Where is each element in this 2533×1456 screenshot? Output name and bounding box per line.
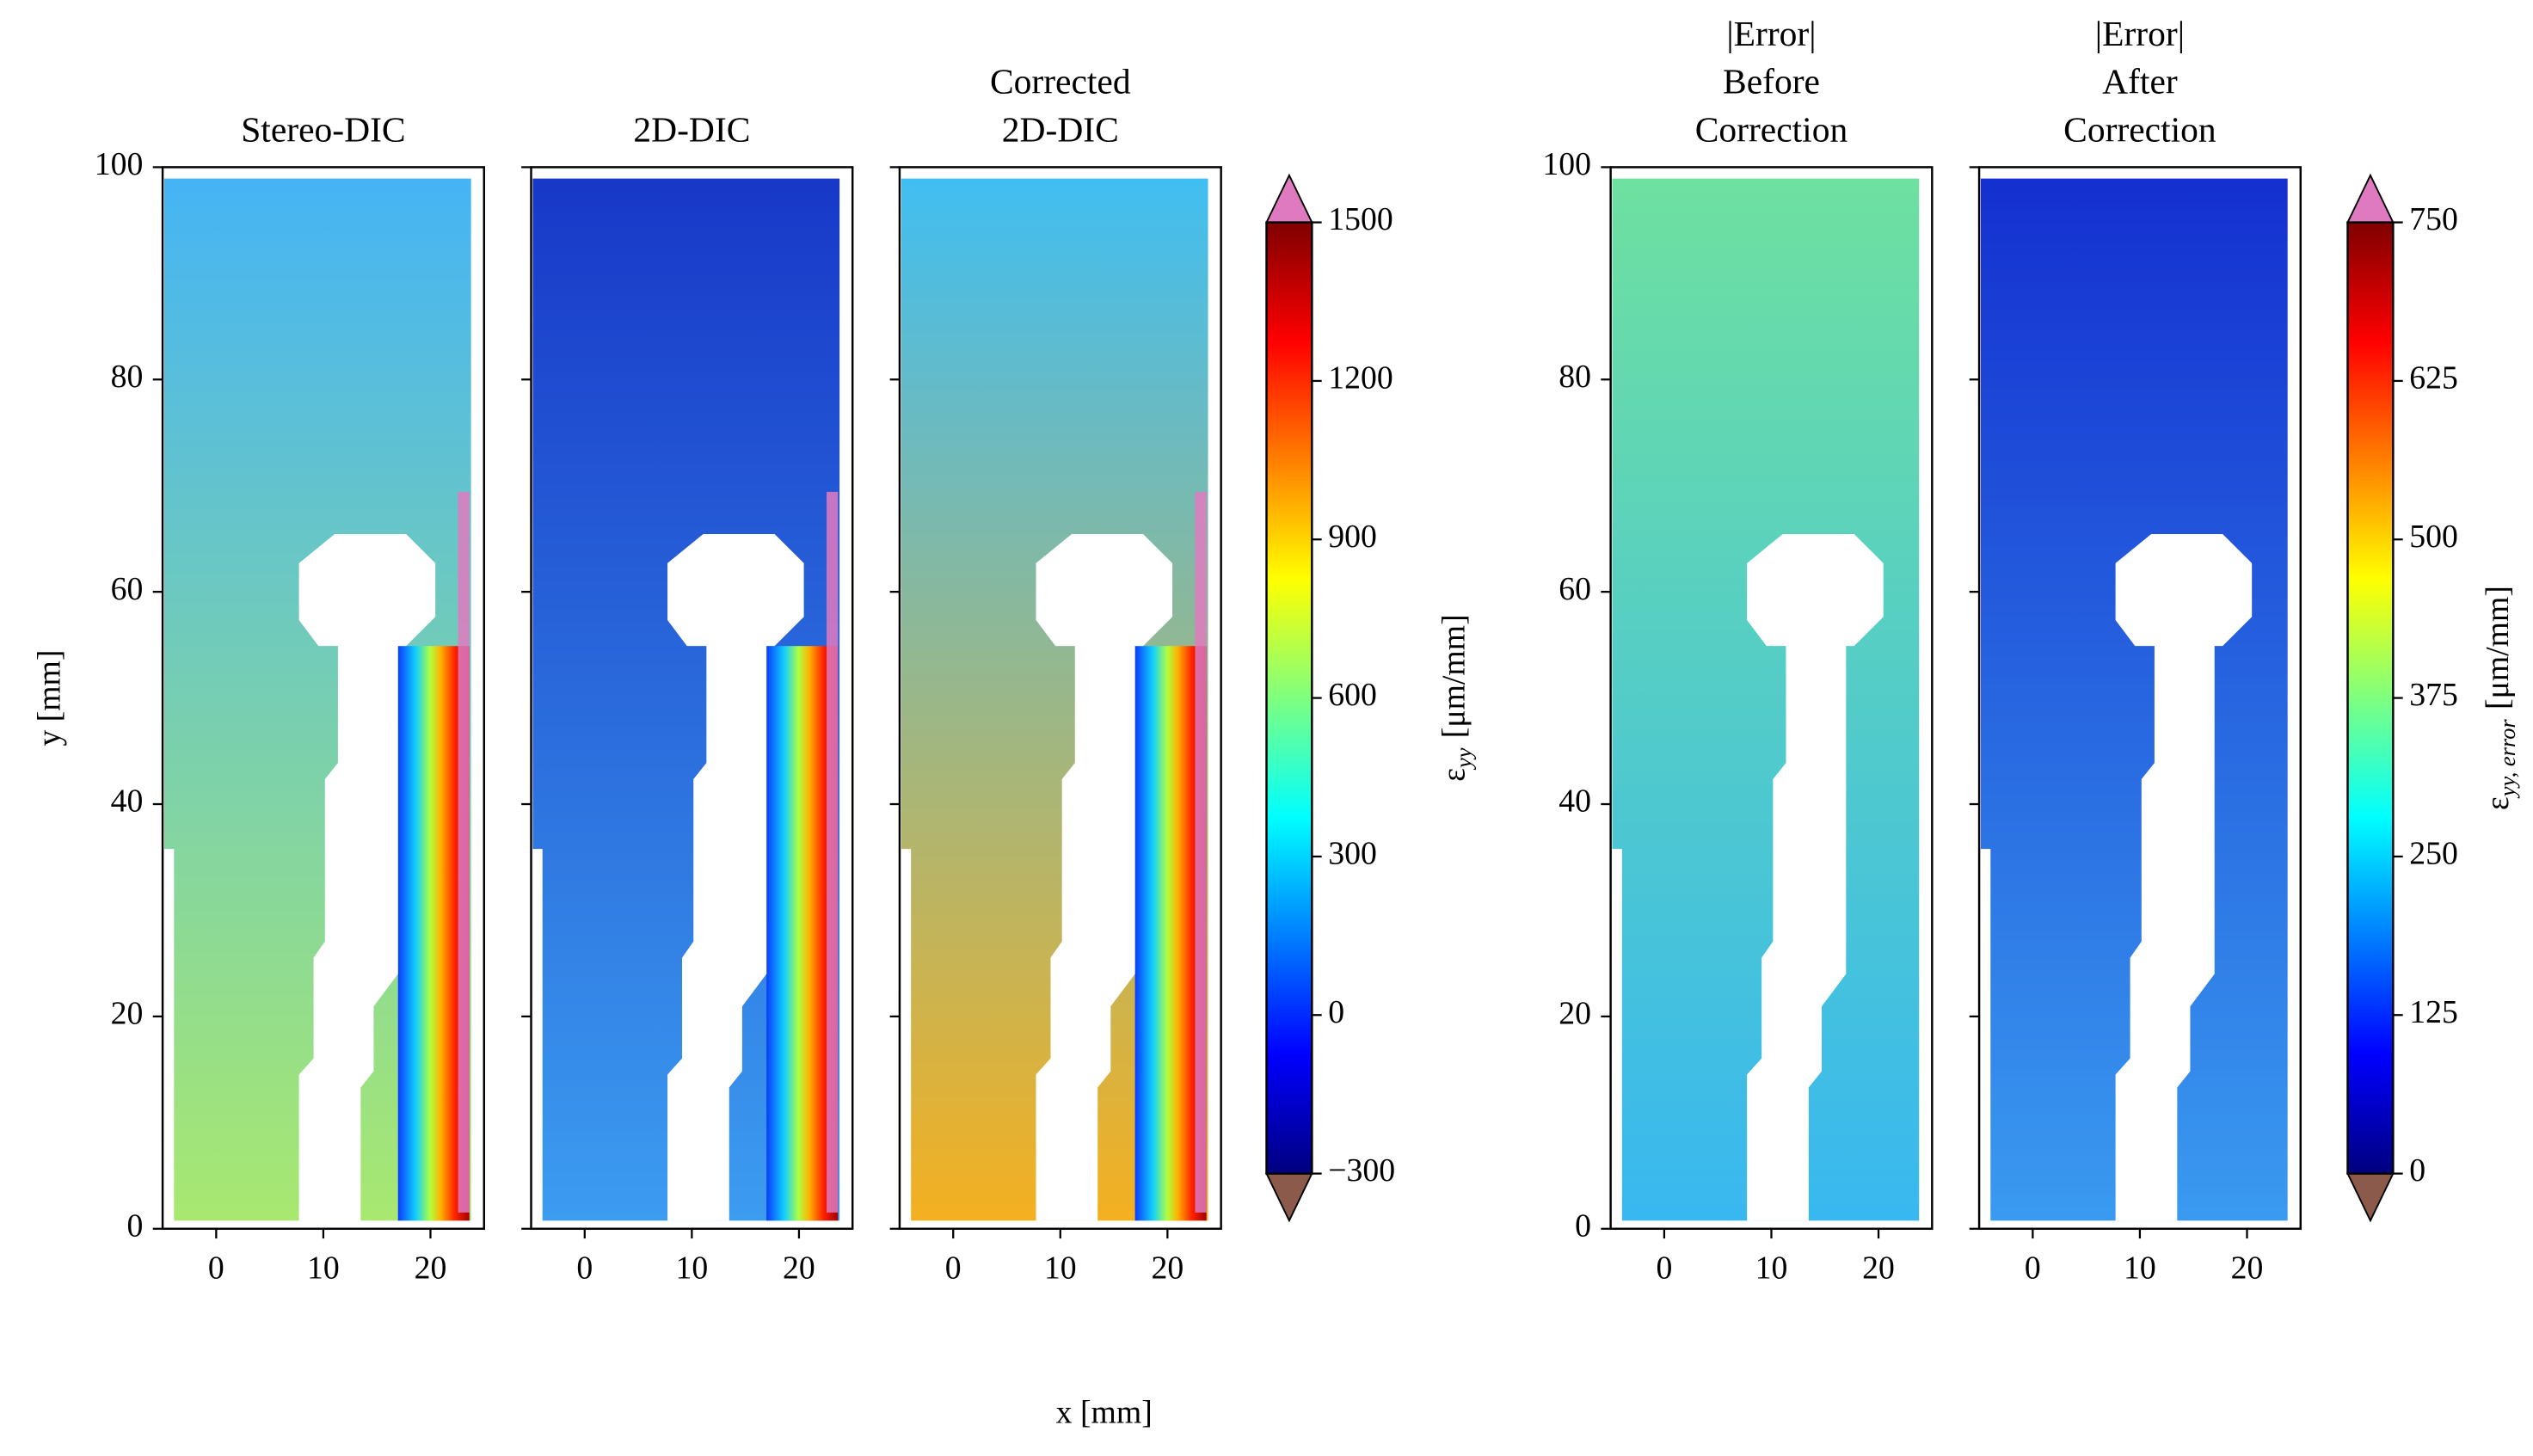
y-tick-label: 0: [127, 1207, 144, 1244]
x-tick-label: 10: [307, 1250, 340, 1286]
heatmap-band: [766, 646, 839, 1221]
colorbar-tick-label: 600: [1328, 677, 1377, 713]
specimen-edge: [163, 849, 175, 1229]
panel-title: 2D-DIC: [1002, 109, 1119, 149]
panel-title: Stereo-DIC: [241, 109, 405, 149]
y-tick-label: 80: [111, 359, 144, 395]
x-axis-label: x [mm]: [1056, 1394, 1153, 1430]
specimen-edge: [901, 849, 912, 1229]
colorbar-tick-label: 500: [2409, 519, 2458, 555]
colorbar-tick-label: 250: [2409, 836, 2458, 872]
colorbar-tick-label: 750: [2409, 201, 2458, 237]
x-tick-label: 0: [576, 1250, 593, 1286]
colorbar-tick-label: 125: [2409, 994, 2458, 1030]
y-tick-label: 0: [1575, 1207, 1591, 1244]
x-tick-label: 0: [2025, 1250, 2041, 1286]
panel-title: Before: [1723, 62, 1820, 101]
colorbar-label-unit: [μm/mm]: [1436, 614, 1472, 738]
specimen-edge: [1980, 849, 1991, 1229]
y-tick-label: 60: [1559, 571, 1591, 607]
panel-title: |Error|: [2095, 14, 2185, 53]
x-tick-label: 20: [415, 1250, 447, 1286]
specimen-edge: [532, 849, 543, 1229]
y-tick-label: 100: [1542, 146, 1591, 182]
colorbar: [1266, 222, 1313, 1174]
heatmap-saturated: [1195, 491, 1207, 1213]
specimen-edge: [1612, 849, 1622, 1229]
x-tick-label: 10: [2124, 1250, 2156, 1286]
heatmap-saturated: [458, 491, 470, 1213]
heatmap-band: [397, 646, 470, 1221]
colorbar-tick-label: 1200: [1328, 360, 1393, 396]
x-tick-label: 0: [945, 1250, 962, 1286]
colorbar-tick-label: 1500: [1328, 201, 1393, 237]
x-tick-label: 10: [1044, 1250, 1077, 1286]
panel-title: 2D-DIC: [633, 109, 750, 149]
colorbar-tick-label: 900: [1328, 519, 1377, 555]
colorbar-label: εyy, error [μm/mm]: [2480, 586, 2521, 810]
colorbar-tick-label: 0: [1328, 994, 1344, 1030]
colorbar-tick-label: 0: [2409, 1152, 2425, 1189]
heatmap-saturated: [827, 491, 839, 1213]
colorbar-label-symbol: ε: [2480, 796, 2516, 810]
y-tick-label: 20: [1559, 996, 1591, 1032]
x-tick-label: 20: [2231, 1250, 2264, 1286]
x-tick-label: 0: [208, 1250, 224, 1286]
y-tick-label: 40: [111, 783, 144, 820]
x-tick-label: 0: [1656, 1250, 1672, 1286]
colorbar-tick-label: 625: [2409, 360, 2458, 396]
x-tick-label: 10: [675, 1250, 708, 1286]
y-axis-label: y [mm]: [31, 650, 67, 746]
y-tick-label: 40: [1559, 783, 1591, 820]
panel-title: After: [2102, 62, 2178, 101]
panel-title: Correction: [1695, 109, 1848, 149]
colorbar-extend-min: [2346, 1172, 2395, 1223]
x-tick-label: 20: [1862, 1250, 1895, 1286]
panel-title: Corrected: [990, 62, 1131, 101]
x-tick-label: 10: [1755, 1250, 1788, 1286]
colorbar-tick-label: 375: [2409, 677, 2458, 713]
colorbar-label-subscript: yy: [1451, 747, 1477, 771]
y-tick-label: 60: [111, 571, 144, 607]
heatmap-band: [1134, 646, 1207, 1221]
colorbar: [2347, 222, 2394, 1174]
colorbar-label-subscript: yy, error: [2494, 719, 2520, 800]
colorbar-label-unit: [μm/mm]: [2480, 586, 2516, 710]
colorbar-extend-max: [2346, 173, 2395, 224]
colorbar-extend-min: [1264, 1172, 1313, 1223]
y-tick-label: 20: [111, 996, 144, 1032]
x-tick-label: 20: [1152, 1250, 1184, 1286]
panel-title: Correction: [2063, 109, 2216, 149]
colorbar-tick-label: 300: [1328, 836, 1377, 872]
panel-title: |Error|: [1726, 14, 1816, 53]
y-tick-label: 100: [95, 146, 144, 182]
y-tick-label: 80: [1559, 359, 1591, 395]
colorbar-extend-max: [1264, 173, 1313, 224]
x-tick-label: 20: [783, 1250, 815, 1286]
colorbar-label: εyy [μm/mm]: [1436, 614, 1477, 782]
colorbar-tick-label: −300: [1328, 1152, 1395, 1189]
colorbar-label-symbol: ε: [1436, 768, 1472, 782]
